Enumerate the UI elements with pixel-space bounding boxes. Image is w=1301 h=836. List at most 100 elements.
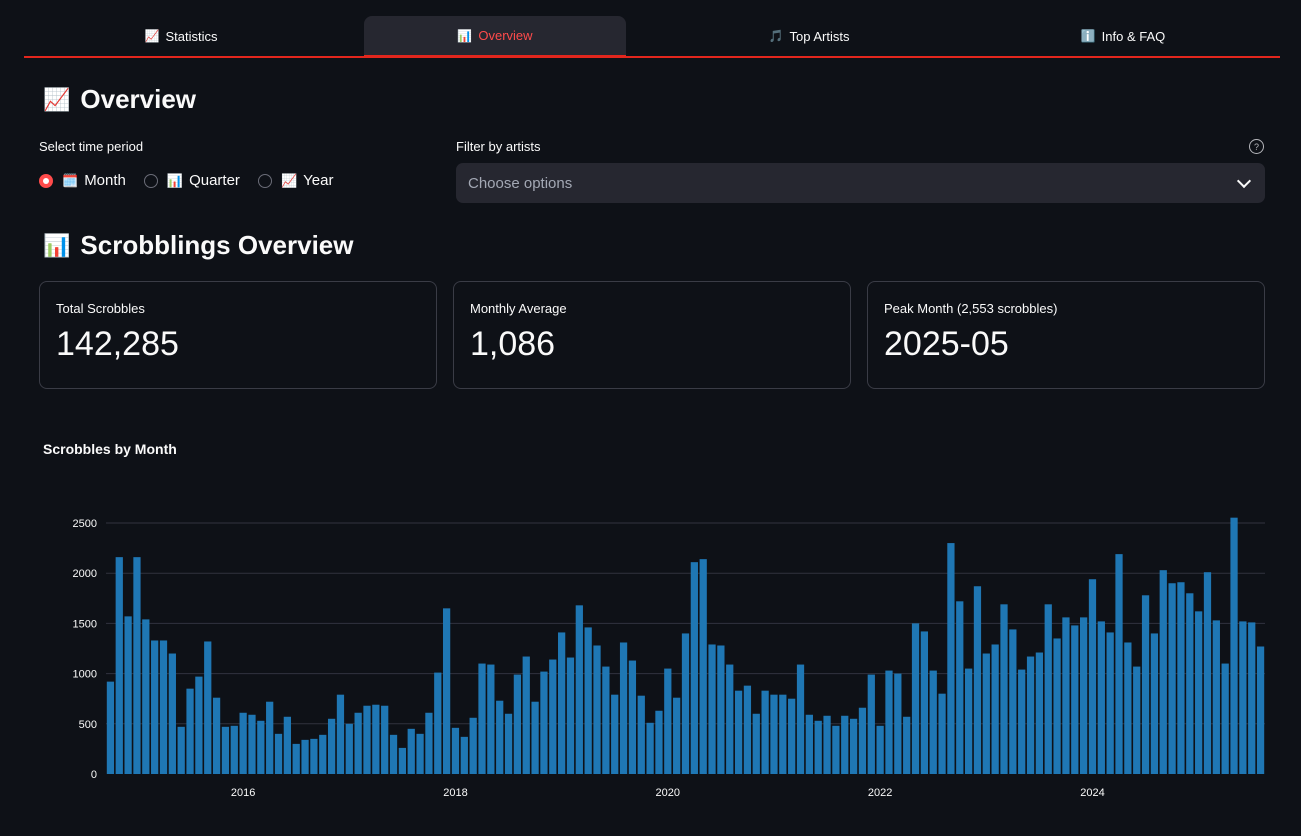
bar[interactable]	[876, 725, 884, 774]
bar[interactable]	[522, 656, 530, 774]
bar[interactable]	[602, 666, 610, 774]
bar[interactable]	[938, 693, 946, 774]
bar[interactable]	[151, 640, 159, 774]
bar[interactable]	[566, 657, 575, 774]
bar[interactable]	[186, 688, 194, 774]
bar[interactable]	[239, 712, 247, 774]
bar[interactable]	[124, 616, 132, 774]
bar[interactable]	[1186, 593, 1194, 774]
bar[interactable]	[858, 707, 867, 774]
bar[interactable]	[982, 653, 990, 774]
bar[interactable]	[381, 705, 389, 774]
bar[interactable]	[115, 557, 123, 774]
bar[interactable]	[248, 714, 256, 774]
bar[interactable]	[558, 632, 566, 774]
bar[interactable]	[230, 725, 238, 774]
bar[interactable]	[540, 671, 548, 774]
bar[interactable]	[212, 697, 221, 774]
bar[interactable]	[425, 712, 433, 774]
bar[interactable]	[398, 747, 407, 774]
bar[interactable]	[823, 715, 831, 774]
bar[interactable]	[584, 627, 592, 774]
bar[interactable]	[761, 690, 769, 774]
bar[interactable]	[646, 722, 654, 774]
radio-year[interactable]: 📈 Year	[257, 172, 333, 189]
bar[interactable]	[159, 640, 168, 774]
bar[interactable]	[1203, 572, 1212, 774]
bar[interactable]	[1168, 583, 1176, 774]
bar[interactable]	[292, 743, 300, 774]
bar[interactable]	[1106, 632, 1114, 774]
bar[interactable]	[531, 701, 539, 774]
bar[interactable]	[655, 710, 663, 774]
bar[interactable]	[274, 733, 283, 774]
bar[interactable]	[1035, 652, 1044, 774]
bar[interactable]	[726, 664, 734, 774]
bar[interactable]	[1248, 622, 1256, 774]
bar[interactable]	[832, 725, 840, 774]
bar[interactable]	[956, 601, 964, 774]
bar[interactable]	[442, 608, 451, 774]
bar[interactable]	[849, 718, 858, 774]
bar[interactable]	[1239, 621, 1247, 774]
bar[interactable]	[894, 673, 902, 774]
tab-overview[interactable]: 📊 Overview	[364, 16, 626, 58]
bar[interactable]	[867, 674, 875, 774]
bar[interactable]	[1141, 595, 1150, 774]
bar[interactable]	[1026, 656, 1035, 774]
bar[interactable]	[1177, 582, 1185, 774]
bar[interactable]	[885, 670, 893, 774]
bar[interactable]	[363, 705, 371, 774]
bar[interactable]	[1080, 617, 1088, 774]
bar[interactable]	[637, 695, 645, 774]
radio-dot[interactable]	[143, 173, 158, 188]
help-icon[interactable]: ?	[1249, 139, 1264, 154]
bar[interactable]	[319, 734, 327, 774]
bar[interactable]	[549, 659, 557, 774]
tab-info-faq[interactable]: ℹ️ Info & FAQ	[992, 16, 1254, 56]
bar[interactable]	[513, 674, 522, 774]
artist-filter-select[interactable]: Choose options	[456, 163, 1265, 203]
bar[interactable]	[487, 664, 495, 774]
chevron-down-icon[interactable]	[1236, 173, 1252, 188]
bar[interactable]	[628, 660, 637, 774]
bar[interactable]	[1221, 663, 1229, 774]
bar[interactable]	[920, 631, 928, 774]
bar[interactable]	[814, 720, 822, 774]
bar[interactable]	[416, 733, 424, 774]
bar[interactable]	[796, 664, 805, 774]
bar[interactable]	[1195, 611, 1203, 774]
bar[interactable]	[841, 715, 849, 774]
bar[interactable]	[257, 720, 265, 774]
bar[interactable]	[1115, 554, 1123, 774]
bar[interactable]	[496, 700, 504, 774]
bar[interactable]	[195, 676, 203, 774]
bar[interactable]	[779, 694, 787, 774]
bar[interactable]	[1230, 517, 1238, 774]
bar[interactable]	[1212, 620, 1220, 774]
bar[interactable]	[699, 559, 707, 774]
bar[interactable]	[1000, 604, 1008, 774]
bar[interactable]	[911, 623, 920, 774]
bar[interactable]	[451, 727, 460, 774]
bar[interactable]	[142, 619, 150, 774]
radio-dot[interactable]	[257, 173, 272, 188]
bar[interactable]	[673, 697, 681, 774]
bar[interactable]	[504, 713, 513, 774]
bar[interactable]	[1133, 666, 1141, 774]
tab-top-artists[interactable]: 🎵 Top Artists	[678, 16, 940, 56]
tab-statistics[interactable]: 📈 Statistics	[50, 16, 312, 56]
bar[interactable]	[434, 672, 442, 774]
bar[interactable]	[478, 663, 486, 774]
bar[interactable]	[929, 670, 937, 774]
bar[interactable]	[1044, 604, 1052, 774]
bar[interactable]	[469, 717, 477, 774]
bar[interactable]	[1159, 570, 1167, 774]
bar[interactable]	[389, 734, 398, 774]
bar[interactable]	[991, 644, 999, 774]
bar[interactable]	[345, 723, 353, 774]
bar[interactable]	[664, 668, 672, 774]
bar[interactable]	[743, 685, 752, 774]
bar[interactable]	[1097, 621, 1105, 774]
bar[interactable]	[1256, 646, 1265, 774]
